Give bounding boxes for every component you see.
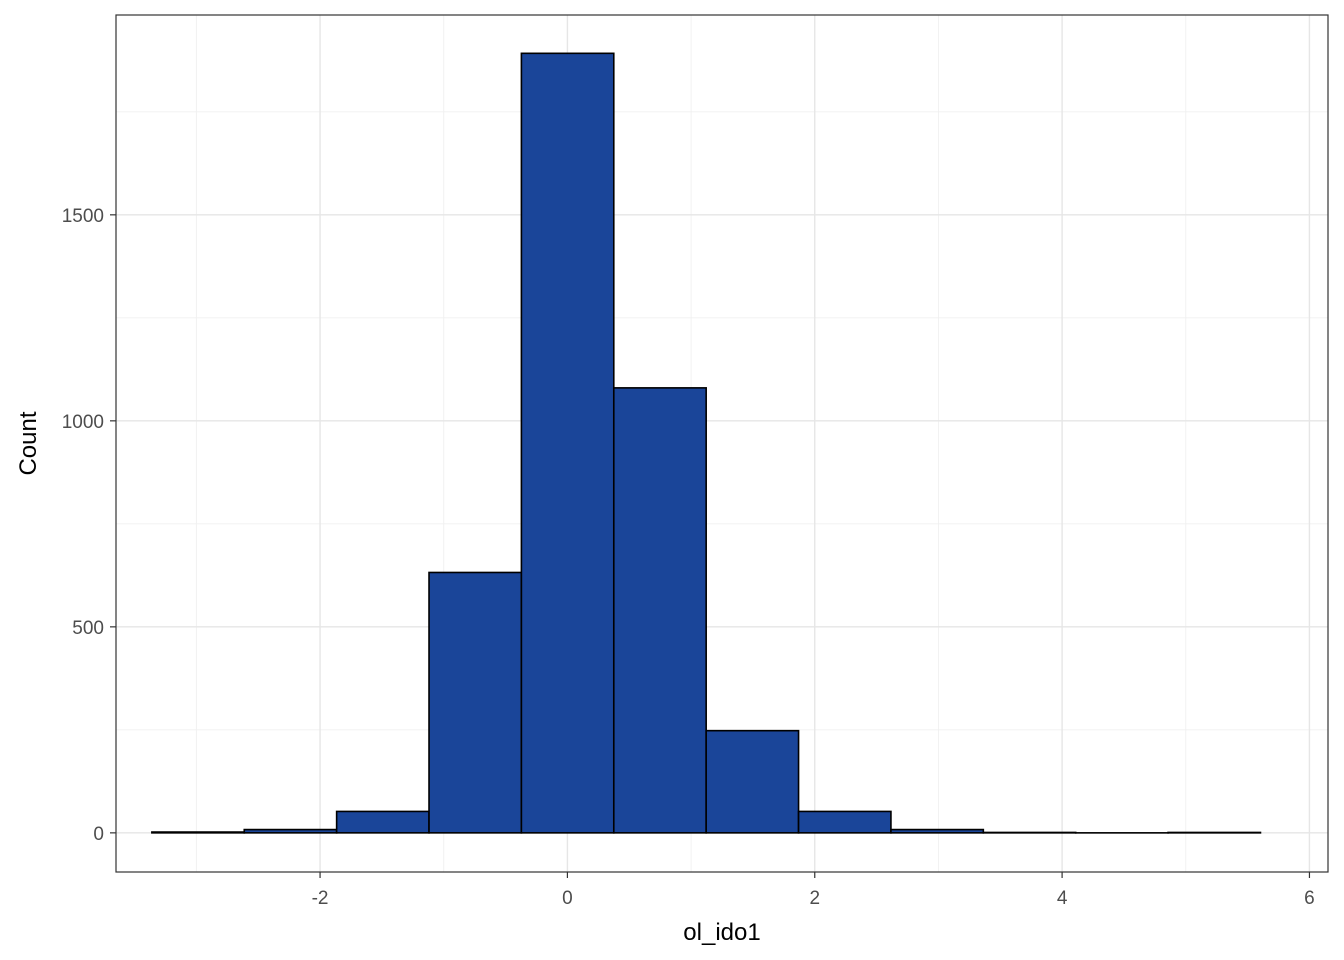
x-tick-label: 0 [562,888,573,909]
y-tick-label: 1500 [62,206,104,227]
y-tick-label: 500 [72,618,104,639]
y-axis: 0 500 1000 1500 [62,206,116,845]
histogram-bar-7 [705,729,800,834]
x-tick-label: 4 [1057,888,1068,909]
histogram-bar-4 [428,571,523,834]
histogram-bar-5 [520,52,615,834]
x-tick-label: 6 [1304,888,1315,909]
y-tick-label: 0 [93,824,104,845]
x-tick-label: 2 [809,888,820,909]
y-axis-title: Count [15,411,42,475]
histogram-bar-1 [151,831,246,834]
histogram-bars [151,52,1262,834]
x-axis: -2 0 2 4 6 [312,872,1315,909]
histogram-bar-8 [797,810,892,834]
x-tick-label: -2 [312,888,329,909]
plot-panel-border [115,14,1329,873]
histogram-bar-9 [890,828,985,834]
x-axis-title: ol_ido1 [683,919,760,946]
y-tick-label: 1000 [62,412,104,433]
histogram-bar-2 [243,828,338,834]
histogram-bar-6 [612,387,707,834]
histogram-bar-3 [335,810,430,834]
